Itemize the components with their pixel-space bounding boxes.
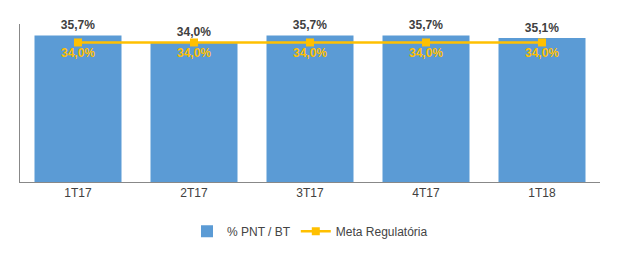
svg-text:35,7%: 35,7% — [409, 18, 443, 32]
svg-text:3T17: 3T17 — [296, 186, 324, 200]
svg-text:4T17: 4T17 — [412, 186, 440, 200]
svg-text:% PNT / BT: % PNT / BT — [227, 225, 291, 239]
svg-text:34,0%: 34,0% — [409, 46, 443, 60]
svg-text:34,0%: 34,0% — [525, 46, 559, 60]
svg-text:34,0%: 34,0% — [177, 46, 211, 60]
svg-text:34,0%: 34,0% — [177, 25, 211, 39]
svg-text:35,7%: 35,7% — [61, 18, 95, 32]
svg-text:35,7%: 35,7% — [293, 18, 327, 32]
svg-text:1T17: 1T17 — [64, 186, 92, 200]
svg-text:1T18: 1T18 — [528, 186, 556, 200]
svg-text:34,0%: 34,0% — [61, 46, 95, 60]
svg-text:34,0%: 34,0% — [293, 46, 327, 60]
svg-text:35,1%: 35,1% — [525, 21, 559, 35]
svg-text:Meta Regulatória: Meta Regulatória — [336, 225, 428, 239]
svg-text:2T17: 2T17 — [180, 186, 208, 200]
